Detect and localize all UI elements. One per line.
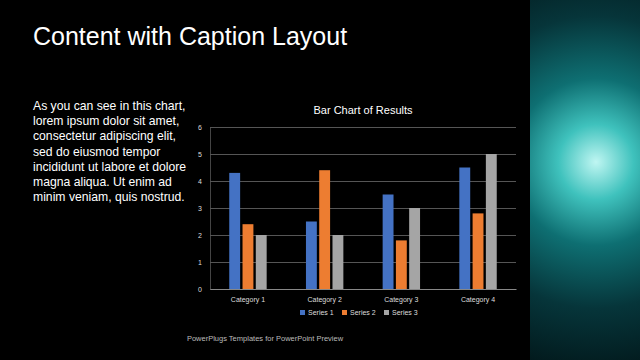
x-tick: Category 1 bbox=[231, 289, 265, 304]
bar bbox=[473, 213, 484, 289]
x-tick-label: Category 1 bbox=[231, 296, 265, 304]
x-axis-line bbox=[211, 289, 517, 290]
bar bbox=[306, 222, 317, 290]
y-tick-label: 6 bbox=[198, 124, 202, 131]
bar bbox=[486, 154, 497, 289]
y-tick-label: 3 bbox=[198, 205, 202, 212]
y-tick-label: 4 bbox=[198, 178, 202, 185]
bar bbox=[383, 195, 394, 290]
x-tick: Category 4 bbox=[461, 289, 495, 304]
legend-swatch bbox=[300, 310, 305, 315]
x-tick-label: Category 3 bbox=[384, 296, 418, 304]
bar bbox=[319, 170, 330, 289]
y-tick-label: 2 bbox=[198, 232, 202, 239]
bar bbox=[459, 168, 470, 290]
caption: As you can see in this chart, lorem ipsu… bbox=[33, 99, 191, 205]
footer: PowerPlugs Templates for PowerPoint Prev… bbox=[0, 334, 530, 343]
slide: Content with Caption Layout As you can s… bbox=[0, 0, 640, 360]
legend-item: Series 1 bbox=[300, 309, 334, 316]
legend: Series 1 Series 2 Series 3 bbox=[300, 309, 418, 316]
decor-panel bbox=[530, 0, 640, 360]
x-tick-label: Category 4 bbox=[461, 296, 495, 304]
y-tick: 5 bbox=[198, 151, 516, 158]
grid-line bbox=[210, 289, 516, 290]
x-tick-label: Category 2 bbox=[308, 296, 342, 304]
y-tick-label: 0 bbox=[198, 286, 202, 293]
y-tick-label: 5 bbox=[198, 151, 202, 158]
x-axis: Category 1 Category 2 Category 3 Category 4 bbox=[211, 289, 517, 304]
bar bbox=[332, 235, 343, 289]
x-tick: Category 3 bbox=[384, 289, 418, 304]
legend-label: Series 2 bbox=[350, 309, 376, 316]
legend-item: Series 2 bbox=[342, 309, 376, 316]
bar bbox=[243, 224, 254, 289]
bar bbox=[409, 208, 420, 289]
legend-swatch bbox=[384, 310, 389, 315]
grid-line bbox=[210, 127, 516, 128]
y-axis: 0 1 2 3 4 5 6 bbox=[198, 124, 516, 293]
bar bbox=[229, 173, 240, 289]
chart: Bar Chart of Results0123456Category 1Cat… bbox=[0, 0, 640, 360]
chart-title: Bar Chart of Results bbox=[313, 104, 413, 116]
bar bbox=[256, 235, 267, 289]
legend-label: Series 3 bbox=[392, 309, 418, 316]
legend-swatch bbox=[342, 310, 347, 315]
bar bbox=[396, 240, 407, 289]
y-tick: 6 bbox=[198, 124, 516, 131]
x-tick: Category 2 bbox=[308, 289, 342, 304]
y-tick-label: 1 bbox=[198, 259, 202, 266]
y-axis-line bbox=[211, 128, 517, 290]
legend-item: Series 3 bbox=[384, 309, 418, 316]
legend-label: Series 1 bbox=[308, 309, 334, 316]
slide-title: Content with Caption Layout bbox=[33, 22, 347, 51]
bars bbox=[229, 154, 496, 289]
grid-line bbox=[210, 154, 516, 155]
